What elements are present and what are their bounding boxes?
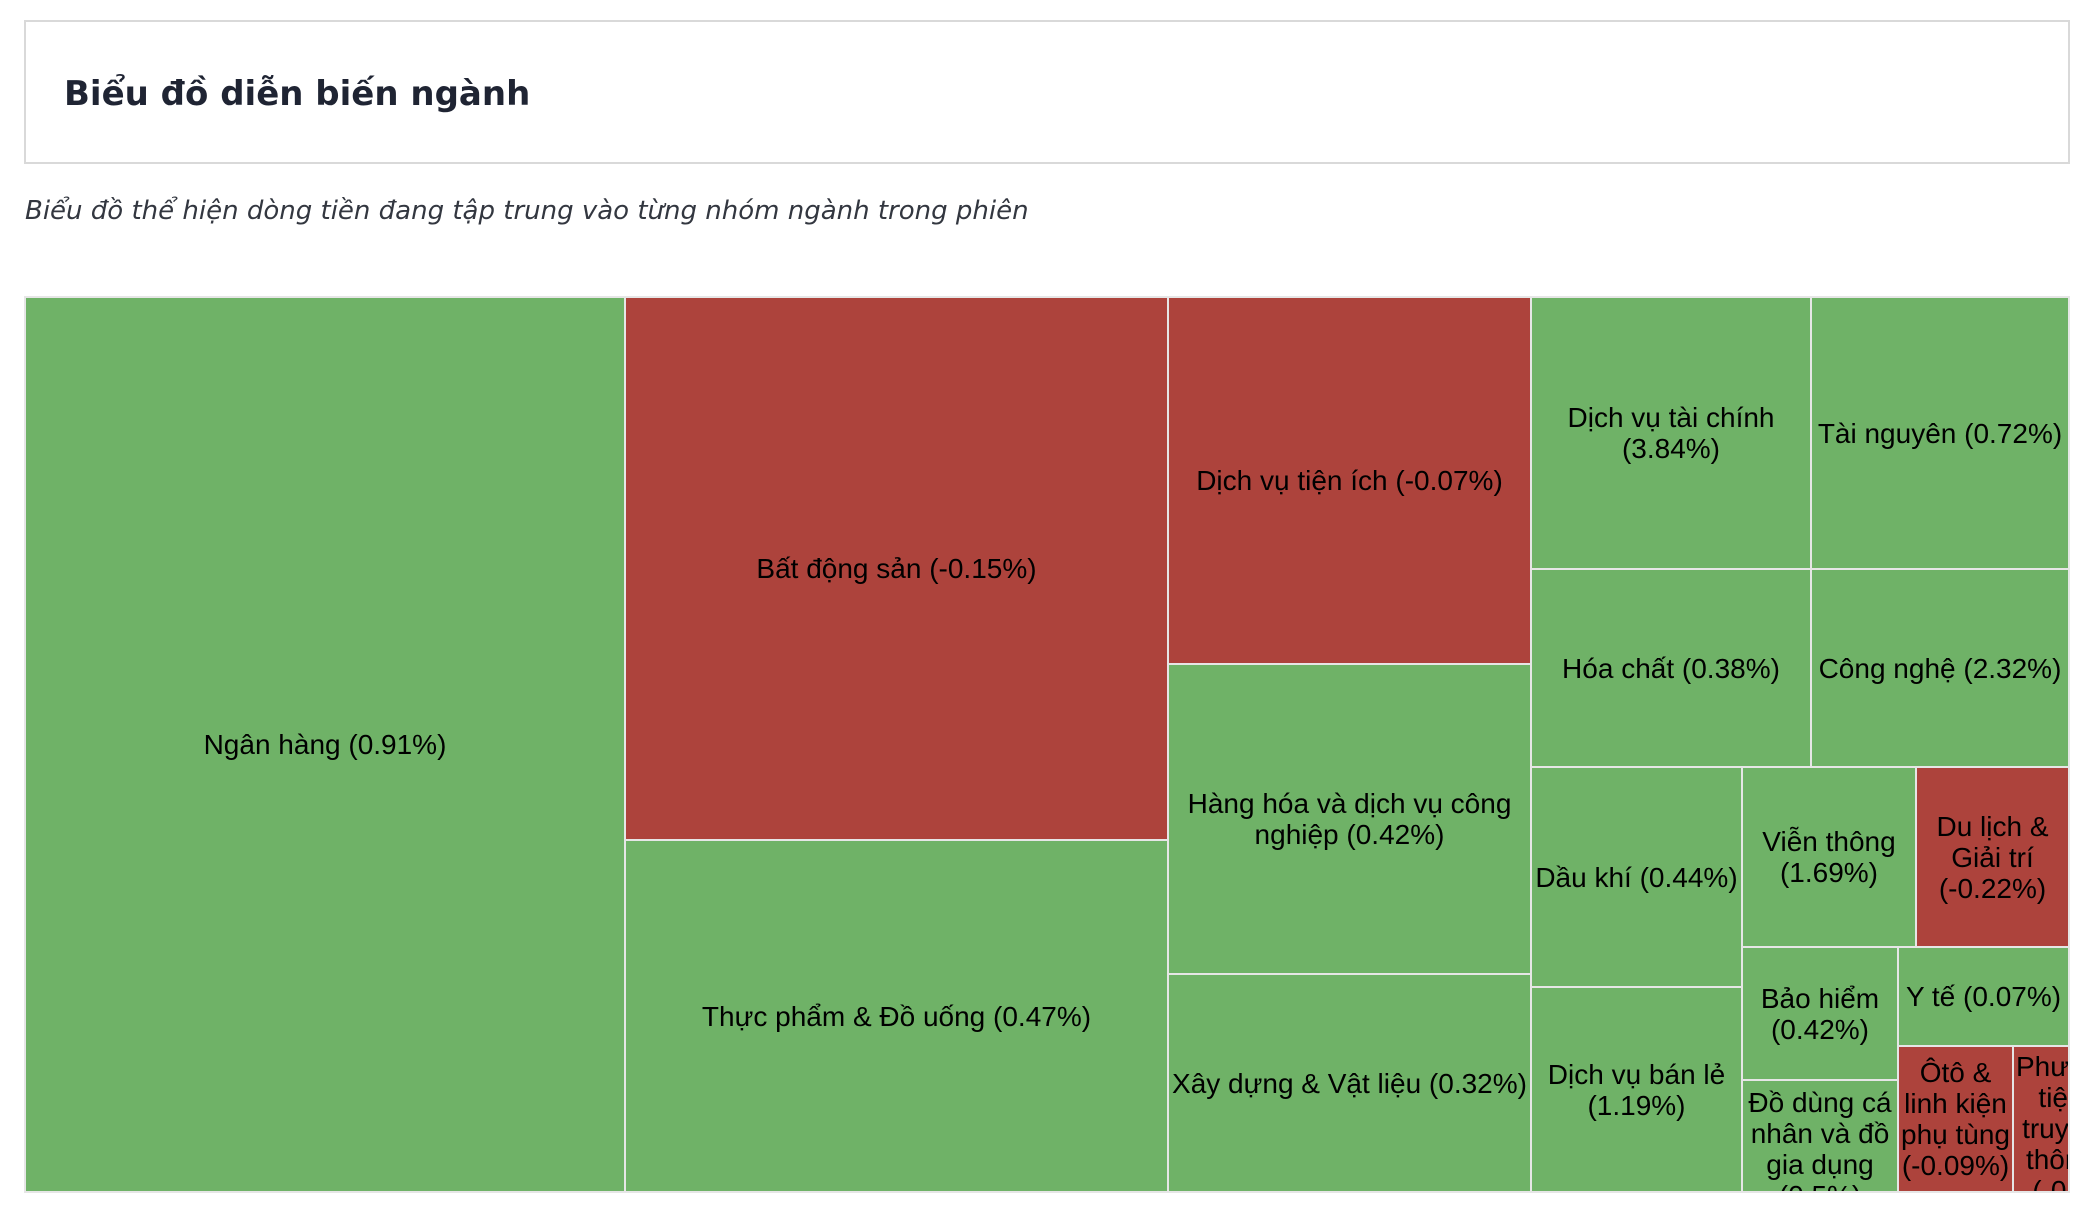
tile-dich-vu-tien-ich[interactable]: Dịch vụ tiện ích (-0.07%) <box>1167 296 1532 665</box>
tile-label: Y tế (0.07%) <box>1905 981 2062 1012</box>
tile-bat-dong-san[interactable]: Bất động sản (-0.15%) <box>624 296 1169 841</box>
tile-label: Hóa chất (0.38%) <box>1562 652 1780 684</box>
tile-hoa-chat[interactable]: Hóa chất (0.38%) <box>1530 568 1812 768</box>
tile-tai-nguyen[interactable]: Tài nguyên (0.72%) <box>1810 296 2070 570</box>
tile-vien-thong[interactable]: Viễn thông (1.69%) <box>1741 766 1917 948</box>
tile-dich-vu-ban-le[interactable]: Dịch vụ bán lẻ (1.19%) <box>1530 986 1743 1193</box>
tile-label: Viễn thông (1.69%) <box>1762 826 1896 888</box>
tile-label: Phương tiện truyền thông (-0.8 <box>2016 1051 2069 1193</box>
tile-ngan-hang[interactable]: Ngân hàng (0.91%) <box>24 296 626 1193</box>
tile-dich-vu-tai-chinh[interactable]: Dịch vụ tài chính (3.84%) <box>1530 296 1812 570</box>
tile-du-lich-giai-tri[interactable]: Du lịch & Giải trí (-0.22%) <box>1915 766 2070 948</box>
sector-treemap: Ngân hàng (0.91%) Bất động sản (-0.15%) … <box>24 296 2070 1193</box>
tile-hang-hoa-dich-vu-cong-nghiep[interactable]: Hàng hóa và dịch vụ công nghiệp (0.42%) <box>1167 663 1532 975</box>
tile-label: Dịch vụ bán lẻ (1.19%) <box>1547 1058 1726 1121</box>
tile-label: Tài nguyên (0.72%) <box>1817 417 2063 449</box>
tile-label: Xây dựng & Vật liệu (0.32%) <box>1172 1067 1527 1099</box>
tile-label: Bất động sản (-0.15%) <box>756 553 1037 584</box>
tile-label: Công nghệ (2.32%) <box>1818 652 2062 684</box>
chart-subtitle: Biểu đồ thể hiện dòng tiền đang tập trun… <box>25 196 1029 226</box>
tile-label: Bảo hiểm (0.42%) <box>1760 982 1880 1045</box>
tile-label: Thực phẩm & Đồ uống (0.47%) <box>701 1000 1092 1032</box>
tile-label: Hàng hóa và dịch vụ công nghiệp (0.42%) <box>1187 788 1512 850</box>
tile-label: Dịch vụ tài chính (3.84%) <box>1567 402 1775 464</box>
chart-header: Biểu đồ diễn biến ngành <box>24 20 2070 164</box>
tile-do-dung-ca-nhan-gia-dung[interactable]: Đồ dùng cá nhân và đồ gia dụng (0.5%) <box>1741 1079 1899 1193</box>
tile-label: Du lịch & Giải trí (-0.22%) <box>1936 810 2049 904</box>
tile-xay-dung-vat-lieu[interactable]: Xây dựng & Vật liệu (0.32%) <box>1167 973 1532 1193</box>
tile-label: Ôtô & linh kiện phụ tùng (-0.09%) <box>1901 1057 2010 1181</box>
chart-title: Biểu đồ diễn biến ngành <box>64 74 531 114</box>
tile-y-te[interactable]: Y tế (0.07%) <box>1897 946 2070 1047</box>
tile-label: Dịch vụ tiện ích (-0.07%) <box>1196 465 1503 496</box>
tile-label: Đồ dùng cá nhân và đồ gia dụng (0.5%) <box>1748 1087 1892 1191</box>
tile-thuc-pham-do-uong[interactable]: Thực phẩm & Đồ uống (0.47%) <box>624 839 1169 1193</box>
tile-oto-linh-kien-phu-tung[interactable]: Ôtô & linh kiện phụ tùng (-0.09%) <box>1897 1045 2014 1193</box>
tile-bao-hiem[interactable]: Bảo hiểm (0.42%) <box>1741 946 1899 1081</box>
tile-phuong-tien-truyen-thong[interactable]: Phương tiện truyền thông (-0.8 <box>2012 1045 2070 1193</box>
tile-dau-khi[interactable]: Dầu khí (0.44%) <box>1530 766 1743 988</box>
tile-cong-nghe[interactable]: Công nghệ (2.32%) <box>1810 568 2070 768</box>
tile-label: Ngân hàng (0.91%) <box>203 729 447 760</box>
tile-label: Dầu khí (0.44%) <box>1535 861 1738 893</box>
